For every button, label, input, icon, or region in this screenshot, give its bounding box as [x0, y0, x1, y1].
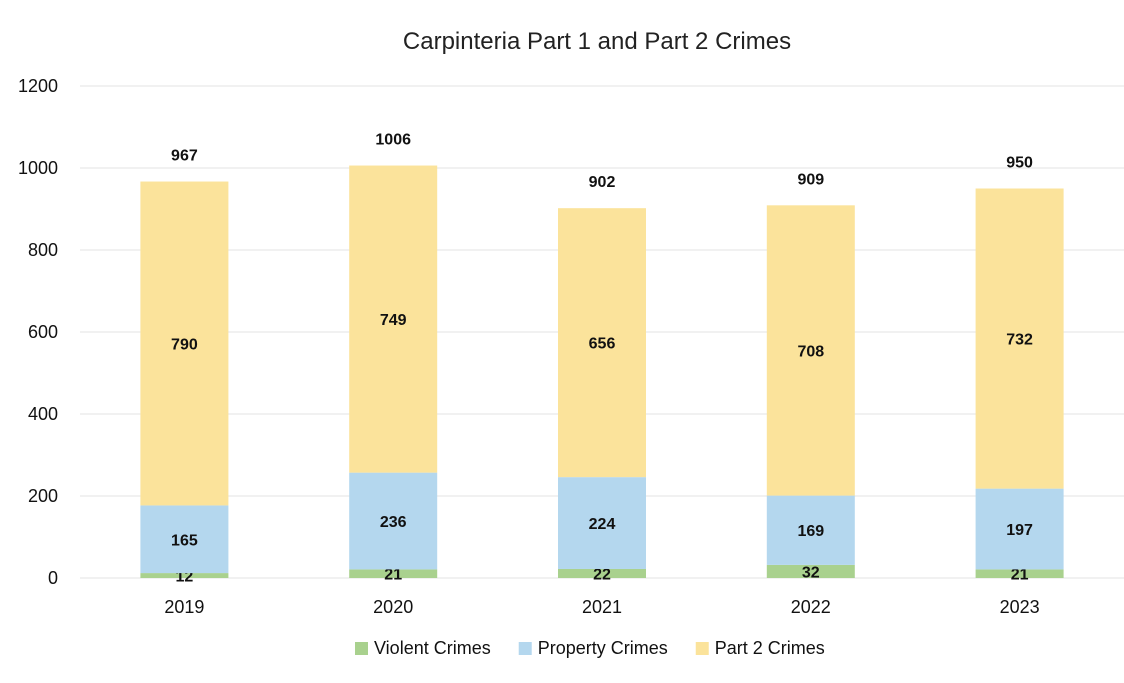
- y-axis: 0 200 400 600 800 1000 1200: [18, 76, 58, 588]
- data-label: 790: [171, 336, 198, 353]
- legend-swatch: [518, 642, 532, 655]
- total-label: 909: [797, 171, 824, 188]
- x-tick-label: 2022: [791, 597, 831, 617]
- data-label: 197: [1006, 522, 1033, 539]
- x-axis: 2019 2020 2021 2022 2023: [164, 597, 1039, 617]
- y-tick-label: 200: [28, 486, 58, 506]
- data-label: 656: [589, 336, 616, 353]
- legend-label: Part 2 Crimes: [715, 638, 825, 658]
- total-label: 967: [171, 148, 198, 165]
- data-label: 236: [380, 514, 407, 531]
- data-label: 224: [589, 516, 616, 533]
- y-tick-label: 1000: [18, 158, 58, 178]
- legend-label: Violent Crimes: [374, 638, 491, 658]
- data-label: 165: [171, 532, 198, 549]
- data-label: 169: [797, 523, 824, 540]
- bar-segment: [349, 569, 438, 578]
- data-label: 708: [797, 343, 824, 360]
- bar-segment: [140, 505, 229, 574]
- bar-segment: [558, 477, 646, 569]
- bar-segment: [558, 208, 646, 478]
- bar-segment: [975, 488, 1064, 570]
- total-label: 902: [589, 174, 616, 191]
- bar-segment: [140, 181, 229, 506]
- legend-label: Property Crimes: [538, 638, 668, 658]
- y-tick-label: 1200: [18, 76, 58, 96]
- total-label: 950: [1006, 155, 1033, 172]
- x-tick-label: 2021: [582, 597, 622, 617]
- bar-segment: [349, 165, 438, 473]
- data-label: 732: [1006, 332, 1033, 349]
- bar-segment: [975, 188, 1064, 489]
- legend: Violent Crimes Property Crimes Part 2 Crim…: [355, 638, 825, 658]
- x-tick-label: 2019: [164, 597, 204, 617]
- bar-segment: [349, 472, 438, 570]
- data-label: 22: [593, 566, 611, 583]
- bars: 1216579096721236749100622224656902321697…: [140, 132, 1064, 586]
- bar-segment: [766, 495, 855, 565]
- chart-title: Carpinteria Part 1 and Part 2 Crimes: [403, 28, 791, 55]
- bar-segment: [558, 568, 646, 578]
- y-tick-label: 0: [48, 568, 58, 588]
- total-label: 1006: [375, 132, 411, 149]
- y-tick-label: 400: [28, 404, 58, 424]
- bar-segment: [766, 205, 855, 496]
- bar-segment: [766, 564, 855, 578]
- legend-swatch: [355, 642, 368, 655]
- data-label: 32: [802, 564, 820, 581]
- bar-segment: [975, 569, 1064, 578]
- bar-segment: [140, 573, 229, 578]
- x-tick-label: 2023: [1000, 597, 1040, 617]
- y-tick-label: 800: [28, 240, 58, 260]
- data-label: 21: [1011, 567, 1029, 584]
- data-label: 749: [380, 312, 407, 329]
- x-tick-label: 2020: [373, 597, 413, 617]
- data-label: 21: [384, 567, 402, 584]
- legend-swatch: [695, 642, 709, 655]
- y-tick-label: 600: [28, 322, 58, 342]
